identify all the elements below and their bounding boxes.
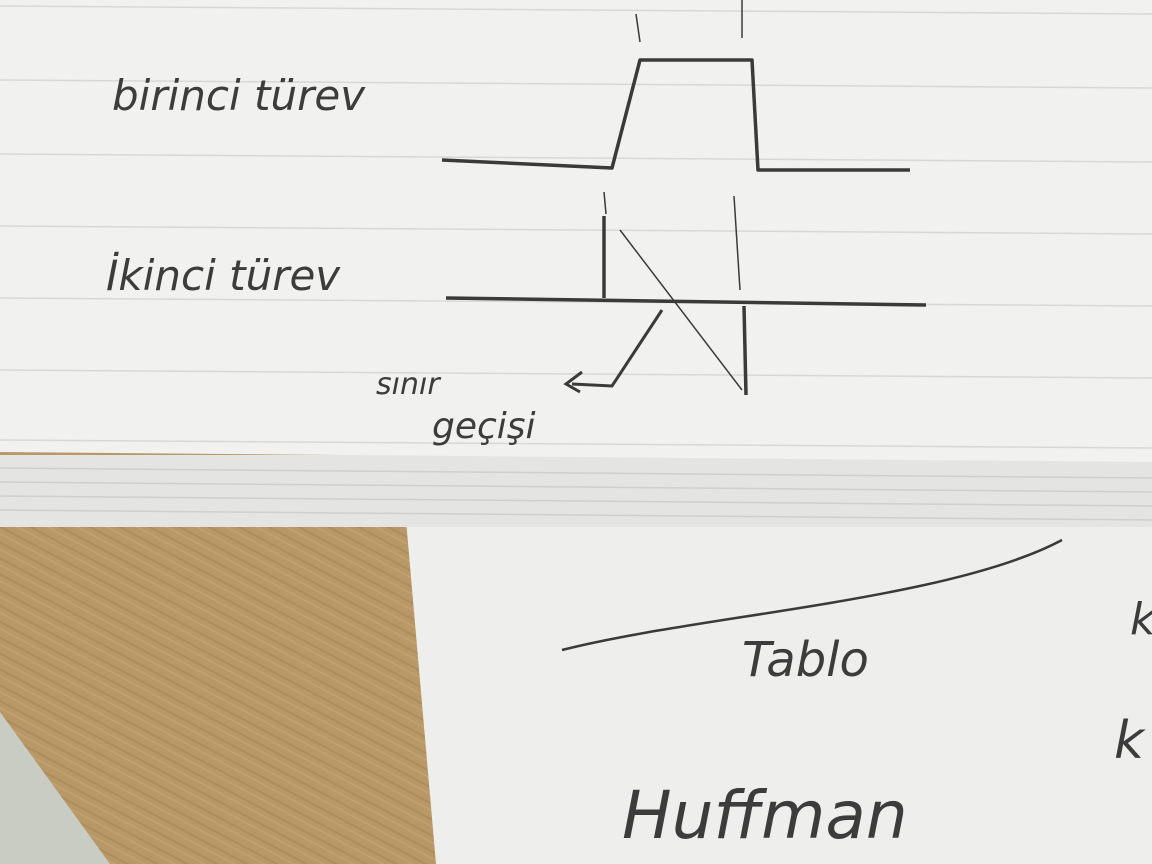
grey-object: [0, 712, 110, 864]
paper-stack-edges: [0, 455, 1152, 527]
label-second-derivative: İkinci türev: [106, 250, 341, 300]
edge-letter-top: k: [1130, 594, 1152, 645]
label-first-derivative: birinci türev: [112, 71, 366, 120]
wooden-table: [0, 500, 460, 864]
lower-paper-sheet: Tablo Huffman k k: [406, 520, 1152, 864]
word-table: Tablo: [742, 632, 869, 688]
annotation-line-2: geçişi: [432, 406, 536, 447]
first-derivative-sketch: [441, 0, 910, 172]
annotation-line-1: sınır: [376, 367, 441, 402]
word-huffman: Huffman: [622, 777, 908, 854]
edge-letter-bottom: k: [1114, 711, 1146, 771]
top-paper-sheet: birinci türev İkinci türev sınır geçişi: [0, 0, 1152, 462]
second-derivative-sketch: [445, 191, 927, 396]
